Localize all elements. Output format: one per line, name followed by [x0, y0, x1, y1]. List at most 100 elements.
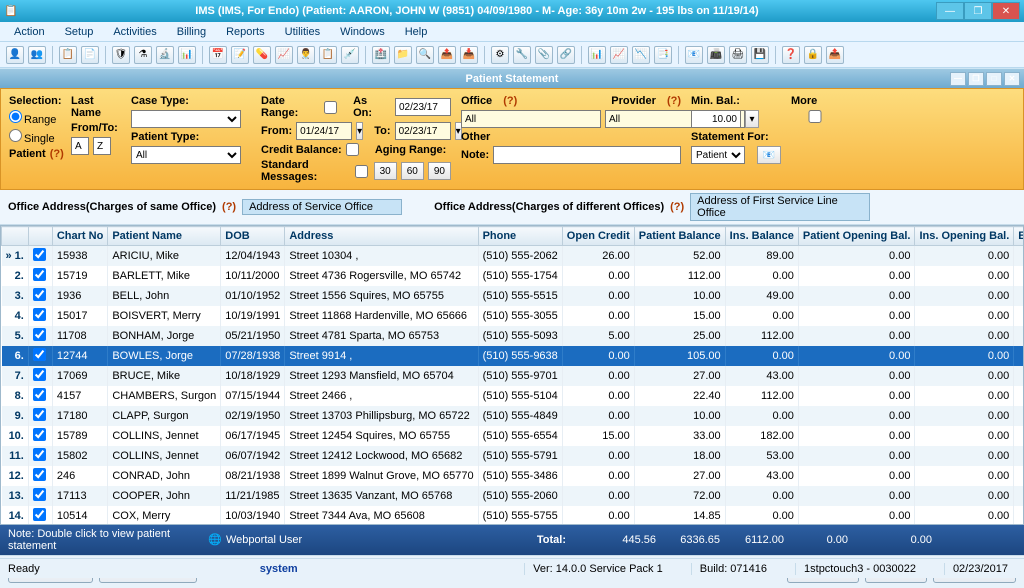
toolbar-button-0[interactable]: 👤	[6, 46, 24, 64]
toolbar-button-1[interactable]: 👥	[28, 46, 46, 64]
from-date-spinner[interactable]: ▾	[356, 122, 363, 140]
office-input[interactable]	[461, 110, 601, 128]
table-row[interactable]: 4.15017BOISVERT, Merry10/19/1991Street 1…	[2, 306, 1024, 326]
panel-minimize-button[interactable]: —	[950, 72, 966, 86]
column-header[interactable]: Patient Opening Bal.	[798, 227, 915, 246]
ptype-select[interactable]: All	[131, 146, 241, 164]
table-row[interactable]: 13.17113COOPER, John11/21/1985Street 136…	[2, 486, 1024, 506]
toolbar-button-31[interactable]: 📈	[610, 46, 628, 64]
toolbar-button-28[interactable]: 🔗	[557, 46, 575, 64]
column-header[interactable]: Phone	[478, 227, 562, 246]
note-input[interactable]	[493, 146, 681, 164]
row-checkbox[interactable]	[33, 388, 46, 401]
column-header[interactable]: Ins. Opening Bal.	[915, 227, 1014, 246]
office-same-help-icon[interactable]: (?)	[222, 201, 236, 213]
patient-grid[interactable]: Chart NoPatient NameDOBAddressPhoneOpen …	[0, 225, 1024, 525]
row-checkbox[interactable]	[33, 428, 46, 441]
menu-utilities[interactable]: Utilities	[277, 24, 328, 40]
table-row[interactable]: 7.17069BRUCE, Mike10/18/1929Street 1293 …	[2, 366, 1024, 386]
toolbar-button-32[interactable]: 📉	[632, 46, 650, 64]
row-checkbox[interactable]	[33, 488, 46, 501]
toolbar-button-6[interactable]: 🛡	[112, 46, 130, 64]
std-90-button[interactable]: 90	[428, 162, 451, 180]
row-checkbox[interactable]	[33, 328, 46, 341]
std-checkbox[interactable]	[355, 165, 368, 178]
minimize-button[interactable]: —	[936, 2, 964, 20]
toolbar-button-14[interactable]: 📈	[275, 46, 293, 64]
toolbar-button-23[interactable]: 📥	[460, 46, 478, 64]
std-60-button[interactable]: 60	[401, 162, 424, 180]
toolbar-button-19[interactable]: 🏥	[372, 46, 390, 64]
toolbar-button-15[interactable]: 👨‍⚕️	[297, 46, 315, 64]
toolbar-button-25[interactable]: ⚙	[491, 46, 509, 64]
menu-help[interactable]: Help	[397, 24, 436, 40]
menu-activities[interactable]: Activities	[105, 24, 164, 40]
table-row[interactable]: 2.15719BARLETT, Mike10/11/2000Street 473…	[2, 266, 1024, 286]
from-date-input[interactable]	[296, 122, 352, 140]
from-letter-input[interactable]	[71, 137, 89, 155]
single-radio[interactable]: Single	[9, 129, 55, 145]
menu-reports[interactable]: Reports	[218, 24, 273, 40]
patient-help-icon[interactable]: (?)	[50, 148, 64, 160]
toolbar-button-42[interactable]: 📤	[826, 46, 844, 64]
std-30-button[interactable]: 30	[374, 162, 397, 180]
column-header[interactable]: E-mail	[1014, 227, 1024, 246]
row-checkbox[interactable]	[33, 348, 46, 361]
toolbar-button-40[interactable]: ❓	[782, 46, 800, 64]
toolbar-button-26[interactable]: 🔧	[513, 46, 531, 64]
stmtfor-action-button[interactable]: 📧	[757, 146, 781, 164]
ason-input[interactable]	[395, 98, 451, 116]
toolbar-button-11[interactable]: 📅	[209, 46, 227, 64]
table-row[interactable]: 12.246CONRAD, John08/21/1938Street 1899 …	[2, 466, 1024, 486]
toolbar-button-7[interactable]: ⚗	[134, 46, 152, 64]
toolbar-button-38[interactable]: 💾	[751, 46, 769, 64]
row-checkbox[interactable]	[33, 508, 46, 521]
toolbar-button-3[interactable]: 📋	[59, 46, 77, 64]
table-row[interactable]: 9.17180CLAPP, Surgon02/19/1950Street 137…	[2, 406, 1024, 426]
toolbar-button-30[interactable]: 📊	[588, 46, 606, 64]
toolbar-button-13[interactable]: 💊	[253, 46, 271, 64]
row-checkbox[interactable]	[33, 288, 46, 301]
column-header[interactable]	[28, 227, 52, 246]
column-header[interactable]: Patient Balance	[634, 227, 725, 246]
more-checkbox[interactable]	[791, 110, 839, 123]
credit-checkbox[interactable]	[346, 143, 359, 156]
panel-maximize-button[interactable]: □	[986, 72, 1002, 86]
row-checkbox[interactable]	[33, 368, 46, 381]
range-radio[interactable]: Range	[9, 110, 56, 126]
column-header[interactable]: Address	[285, 227, 478, 246]
row-checkbox[interactable]	[33, 448, 46, 461]
column-header[interactable]: Ins. Balance	[725, 227, 798, 246]
toolbar-button-36[interactable]: 📠	[707, 46, 725, 64]
toolbar-button-8[interactable]: 🔬	[156, 46, 174, 64]
table-row[interactable]: » 1.15938ARICIU, Mike12/04/1943Street 10…	[2, 246, 1024, 267]
column-header[interactable]	[2, 227, 29, 246]
table-row[interactable]: 8.4157CHAMBERS, Surgon07/15/1944Street 2…	[2, 386, 1024, 406]
row-checkbox[interactable]	[33, 268, 46, 281]
toolbar-button-37[interactable]: 🖨	[729, 46, 747, 64]
row-checkbox[interactable]	[33, 248, 46, 261]
stmtfor-select[interactable]: Patient	[691, 146, 745, 164]
row-checkbox[interactable]	[33, 308, 46, 321]
menu-setup[interactable]: Setup	[57, 24, 102, 40]
toolbar-button-27[interactable]: 📎	[535, 46, 553, 64]
toolbar-button-33[interactable]: 📑	[654, 46, 672, 64]
daterange-checkbox[interactable]	[324, 101, 337, 114]
column-header[interactable]: Open Credit	[562, 227, 634, 246]
table-row[interactable]: 6.12744BOWLES, Jorge07/28/1938Street 991…	[2, 346, 1024, 366]
minbal-input[interactable]	[691, 110, 741, 128]
toolbar-button-22[interactable]: 📤	[438, 46, 456, 64]
row-checkbox[interactable]	[33, 468, 46, 481]
provider-help-icon[interactable]: (?)	[667, 95, 681, 107]
close-button[interactable]: ✕	[992, 2, 1020, 20]
panel-restore-button[interactable]: ❐	[968, 72, 984, 86]
office-diff-value[interactable]: Address of First Service Line Office	[690, 193, 870, 221]
office-help-icon[interactable]: (?)	[503, 95, 517, 107]
table-row[interactable]: 5.11708BONHAM, Jorge05/21/1950Street 478…	[2, 326, 1024, 346]
toolbar-button-17[interactable]: 💉	[341, 46, 359, 64]
office-diff-help-icon[interactable]: (?)	[670, 201, 684, 213]
panel-close-button[interactable]: ✕	[1004, 72, 1020, 86]
table-row[interactable]: 3.1936BELL, John01/10/1952Street 1556 Sq…	[2, 286, 1024, 306]
toolbar-button-12[interactable]: 📝	[231, 46, 249, 64]
row-checkbox[interactable]	[33, 408, 46, 421]
